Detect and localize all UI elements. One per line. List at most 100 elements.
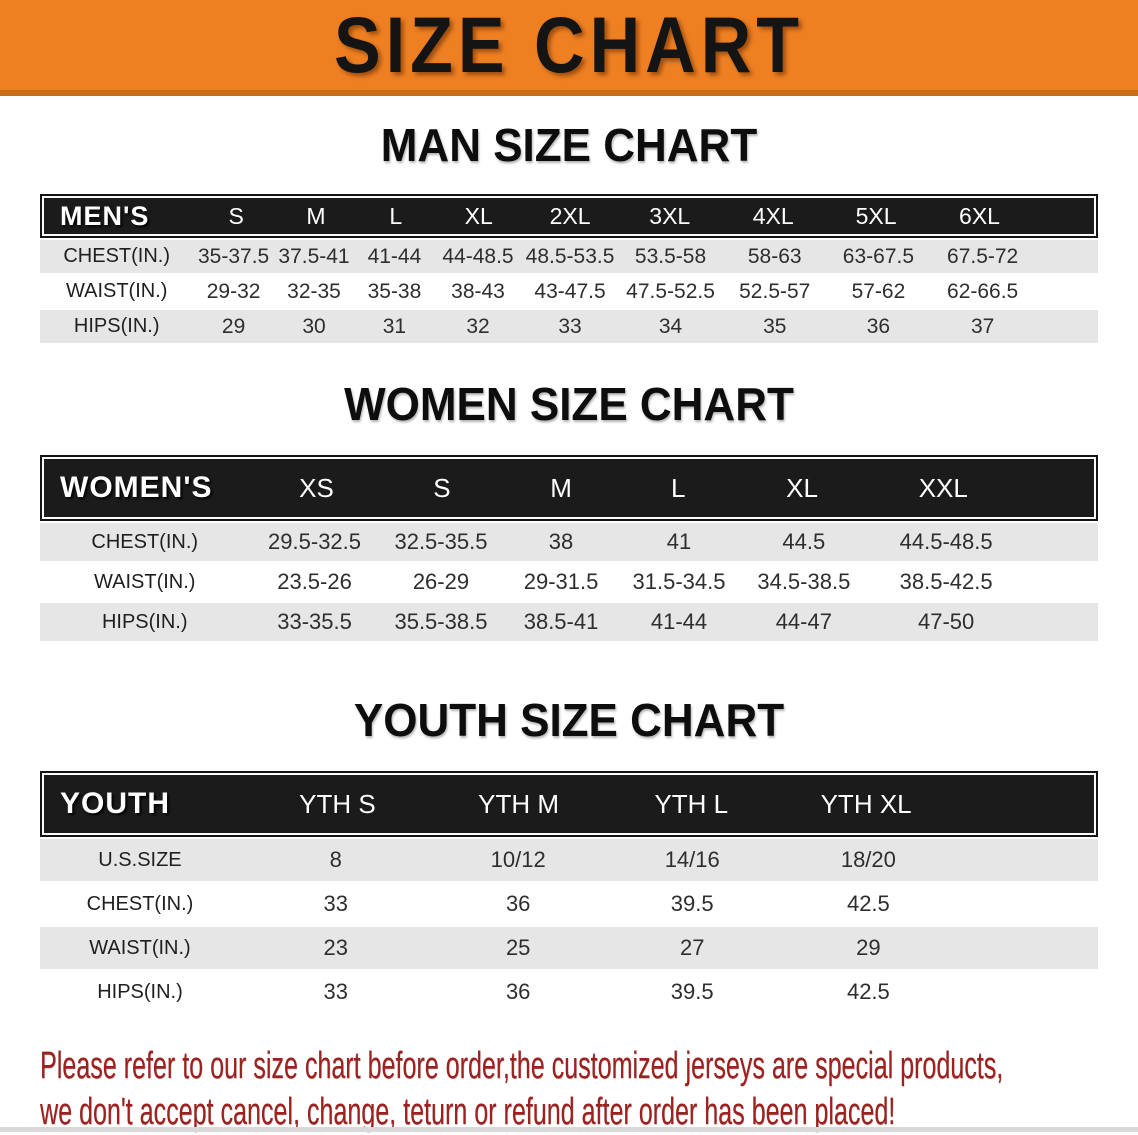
size-value: 44-47 xyxy=(775,609,832,634)
size-value: 26-29 xyxy=(412,569,470,594)
men-waist-row: WAIST(IN.) 29-32 32-35 35-38 38-43 43-47… xyxy=(40,275,1098,308)
women-chest-row: CHEST(IN.) 29.5-32.5 32.5-35.5 38 41 44.… xyxy=(40,523,1098,561)
disclaimer-note: Please refer to our size chart before or… xyxy=(40,1043,1003,1135)
disclaimer-line-2: we don't accept cancel, change, teturn o… xyxy=(40,1091,896,1133)
size-column-header: S xyxy=(433,472,451,503)
size-column-header: L xyxy=(670,472,686,503)
size-value: 36 xyxy=(505,979,531,1004)
size-value: 10/12 xyxy=(490,847,546,872)
size-value: 53.5-58 xyxy=(634,244,707,268)
size-value: 39.5 xyxy=(670,891,714,916)
size-column-header: YTH L xyxy=(654,788,729,819)
size-value: 44-48.5 xyxy=(442,244,514,268)
measure-label: CHEST(IN.) xyxy=(86,892,194,915)
measure-label: U.S.SIZE xyxy=(98,848,182,871)
size-column-header: 6XL xyxy=(959,202,1000,229)
size-value: 41 xyxy=(666,529,692,554)
size-value: 14/16 xyxy=(664,847,720,872)
size-value: 44.5 xyxy=(782,529,826,554)
size-value: 47.5-52.5 xyxy=(626,279,715,303)
size-column-header: XL xyxy=(786,472,818,503)
size-value: 36 xyxy=(505,891,531,916)
measure-label: WAIST(IN.) xyxy=(94,570,196,593)
men-table-header: MEN'S S M L XL 2XL 3XL 4XL 5XL 6XL xyxy=(40,194,1098,238)
size-column-header: 3XL xyxy=(649,202,691,229)
size-value: 38.5-41 xyxy=(523,609,599,634)
size-value: 38-43 xyxy=(451,279,505,303)
size-column-header: 4XL xyxy=(752,202,794,229)
size-value: 29 xyxy=(856,935,881,960)
men-section-heading-text: MAN SIZE CHART xyxy=(380,119,758,172)
size-column-header: XS xyxy=(299,472,334,503)
size-value: 32.5-35.5 xyxy=(394,529,488,554)
women-section-heading-text: WOMEN SIZE CHART xyxy=(344,378,794,431)
size-value: 37 xyxy=(970,314,995,338)
size-value: 62-66.5 xyxy=(947,279,1019,303)
men-header-row: MEN'S S M L XL 2XL 3XL 4XL 5XL 6XL xyxy=(44,198,1094,234)
size-value: 57-62 xyxy=(851,279,906,303)
men-size-table: MEN'S S M L XL 2XL 3XL 4XL 5XL 6XL CHEST… xyxy=(40,194,1098,343)
measure-label: CHEST(IN.) xyxy=(91,530,199,553)
women-hips-row: HIPS(IN.) 33-35.5 35.5-38.5 38.5-41 41-4… xyxy=(40,603,1098,641)
size-value: 41-44 xyxy=(650,609,708,634)
size-value: 18/20 xyxy=(840,847,896,872)
size-value: 29-31.5 xyxy=(523,569,599,594)
size-value: 32 xyxy=(466,314,490,338)
measure-label: HIPS(IN.) xyxy=(101,610,188,633)
size-value: 41-44 xyxy=(367,244,422,268)
size-value: 29-32 xyxy=(206,279,261,303)
size-column-header: YTH M xyxy=(478,788,560,819)
size-column-header: M xyxy=(306,202,326,229)
size-value: 44.5-48.5 xyxy=(899,529,993,554)
size-value: 31 xyxy=(382,314,407,338)
size-value: 29.5-32.5 xyxy=(268,529,362,554)
youth-ussize-row: U.S.SIZE 8 10/12 14/16 18/20 xyxy=(40,839,1098,881)
size-column-header: XXL xyxy=(918,472,968,503)
size-value: 35-37.5 xyxy=(197,244,270,268)
bottom-edge-strip xyxy=(0,1127,1138,1132)
size-value: 35 xyxy=(763,314,787,338)
size-value: 47-50 xyxy=(917,609,975,634)
size-value: 23 xyxy=(323,935,348,960)
size-value: 34.5-38.5 xyxy=(757,569,851,594)
size-value: 38 xyxy=(548,529,574,554)
women-waist-row: WAIST(IN.) 23.5-26 26-29 29-31.5 31.5-34… xyxy=(40,563,1098,601)
youth-waist-row: WAIST(IN.) 23 25 27 29 xyxy=(40,927,1098,969)
size-column-header: L xyxy=(389,202,403,229)
size-value: 35.5-38.5 xyxy=(394,609,488,634)
banner-title: SIZE CHART xyxy=(334,1,804,89)
size-value: 8 xyxy=(329,847,342,872)
size-value: 42.5 xyxy=(846,891,890,916)
size-column-header: 5XL xyxy=(855,202,897,229)
size-value: 23.5-26 xyxy=(277,569,352,594)
women-size-table: WOMEN'S XS S M L XL XXL CHEST(IN.) 29.5-… xyxy=(40,455,1098,641)
size-column-header: 2XL xyxy=(549,202,591,229)
size-column-header: YTH S xyxy=(299,788,376,819)
size-value: 37.5-41 xyxy=(278,244,350,268)
youth-section-heading-text: YOUTH SIZE CHART xyxy=(353,694,785,747)
youth-table-header: YOUTH YTH S YTH M YTH L YTH XL xyxy=(40,771,1098,837)
size-value: 42.5 xyxy=(846,979,890,1004)
size-value: 58-63 xyxy=(747,244,802,268)
youth-header-row: YOUTH YTH S YTH M YTH L YTH XL xyxy=(44,775,1094,833)
size-column-header: XL xyxy=(464,202,493,229)
size-column-header: M xyxy=(550,472,572,503)
youth-size-table: YOUTH YTH S YTH M YTH L YTH XL U.S.SIZE … xyxy=(40,771,1098,1013)
size-value: 27 xyxy=(679,935,705,960)
size-value: 30 xyxy=(302,314,326,338)
size-value: 34 xyxy=(658,314,683,338)
men-section-heading: MAN SIZE CHART xyxy=(0,119,1138,172)
youth-hips-row: HIPS(IN.) 33 36 39.5 42.5 xyxy=(40,971,1098,1013)
women-header-label: WOMEN'S xyxy=(60,471,213,504)
youth-chest-row: CHEST(IN.) 33 36 39.5 42.5 xyxy=(40,883,1098,925)
measure-label: HIPS(IN.) xyxy=(73,315,160,337)
size-value: 33-35.5 xyxy=(277,609,352,634)
size-value: 67.5-72 xyxy=(947,244,1019,268)
men-hips-row: HIPS(IN.) 29 30 31 32 33 34 35 36 37 xyxy=(40,310,1098,343)
women-table-header: WOMEN'S XS S M L XL XXL xyxy=(40,455,1098,521)
women-section-heading: WOMEN SIZE CHART xyxy=(0,378,1138,431)
size-column-header: S xyxy=(228,202,244,229)
measure-label: WAIST(IN.) xyxy=(65,280,168,302)
size-value: 29 xyxy=(221,314,246,338)
youth-header-label: YOUTH xyxy=(60,787,170,820)
